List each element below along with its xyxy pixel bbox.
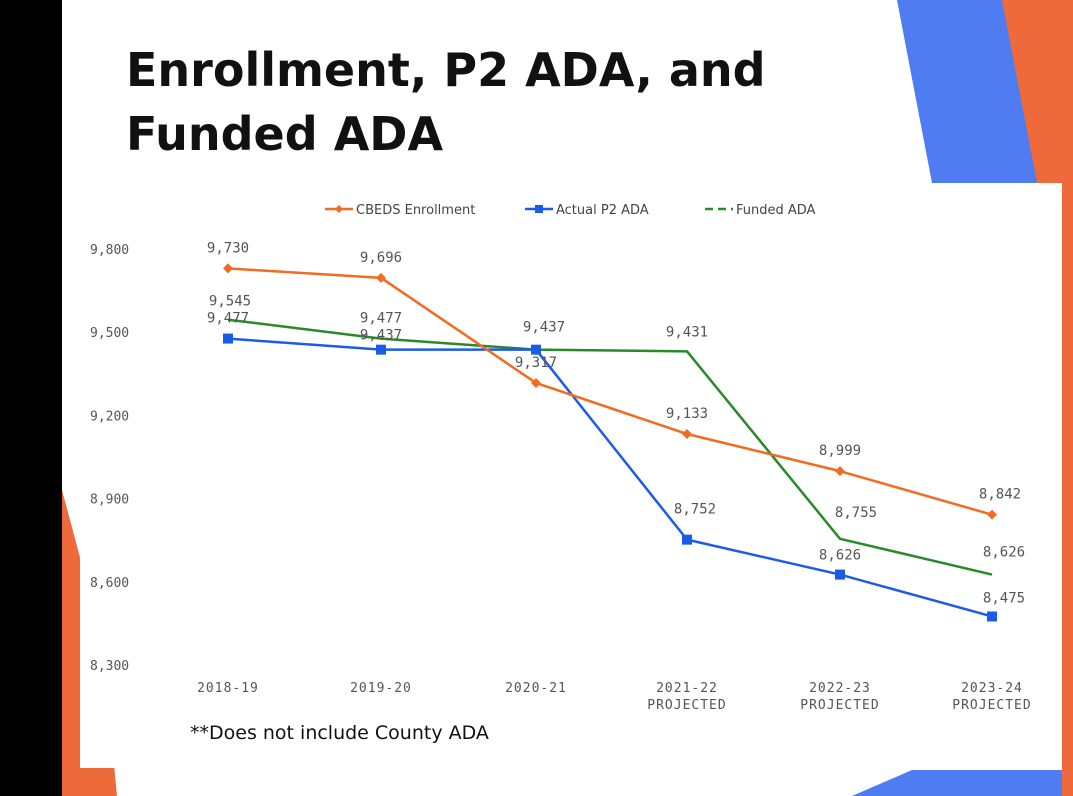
- data-point: [835, 569, 845, 580]
- data-label: 9,431: [666, 324, 708, 340]
- data-label: 9,437: [360, 328, 402, 344]
- data-label: 9,317: [515, 355, 557, 371]
- y-tick-label: 9,200: [90, 409, 129, 424]
- data-point: [376, 272, 386, 283]
- series-line-0: [227, 267, 993, 516]
- data-point: [987, 611, 997, 622]
- data-point: [376, 344, 386, 355]
- x-tick-label: 2019-20: [350, 681, 412, 696]
- y-tick-label: 9,800: [90, 243, 129, 258]
- y-tick-label: 8,300: [90, 659, 129, 674]
- data-point: [223, 333, 233, 344]
- legend-label: Funded ADA: [736, 203, 816, 218]
- series-line-2: [227, 318, 993, 576]
- data-label: 8,475: [983, 590, 1025, 606]
- x-tick-label: 2020-21: [505, 681, 567, 696]
- x-tick-label: PROJECTED: [647, 698, 726, 713]
- legend-label: CBEDS Enrollment: [356, 203, 475, 218]
- data-label: 9,696: [360, 250, 402, 266]
- data-label: 8,999: [819, 443, 861, 459]
- legend-item: Funded ADA: [705, 203, 816, 218]
- x-tick-label: 2022-23: [809, 681, 871, 696]
- data-label: 9,477: [360, 311, 402, 327]
- data-label: 8,752: [674, 502, 716, 518]
- legend-label: Actual P2 ADA: [556, 203, 649, 218]
- x-tick-label: 2018-19: [197, 681, 259, 696]
- y-tick-label: 9,500: [90, 326, 129, 341]
- data-point: [987, 509, 997, 520]
- data-label: 8,842: [979, 487, 1021, 503]
- data-label: 8,626: [983, 545, 1025, 561]
- y-tick-label: 8,600: [90, 576, 129, 591]
- slide-title: Enrollment, P2 ADA, and Funded ADA: [126, 43, 766, 161]
- series-line-1: [227, 337, 993, 618]
- data-point: [835, 466, 845, 477]
- x-tick-label: PROJECTED: [952, 698, 1031, 713]
- data-label: 9,730: [207, 240, 249, 256]
- legend-item: CBEDS Enrollment: [325, 203, 475, 218]
- x-tick-label: PROJECTED: [800, 698, 879, 713]
- y-tick-label: 8,900: [90, 493, 129, 508]
- legend-marker: [535, 205, 543, 213]
- data-label: 8,755: [835, 505, 877, 521]
- data-point: [531, 344, 541, 355]
- legend-marker: [335, 205, 343, 213]
- data-point: [223, 263, 233, 274]
- data-label: 9,545: [209, 294, 251, 310]
- footnote: **Does not include County ADA: [190, 722, 489, 744]
- x-tick-label: 2021-22: [656, 681, 718, 696]
- line-chart: 9,800 9,500 9,200 8,900 8,600 8,300 2018-19 201…: [90, 203, 1031, 713]
- data-point: [531, 377, 541, 388]
- data-label: 9,477: [207, 311, 249, 327]
- chart-panel: 9,800 9,500 9,200 8,900 8,600 8,300 2018-19 201…: [80, 183, 1062, 768]
- legend-item: Actual P2 ADA: [525, 203, 649, 218]
- data-label: 8,626: [819, 548, 861, 564]
- data-point: [682, 534, 692, 545]
- x-tick-label: 2023-24: [961, 681, 1023, 696]
- data-label: 9,437: [523, 320, 565, 336]
- data-point: [682, 428, 692, 439]
- data-label: 9,133: [666, 406, 708, 422]
